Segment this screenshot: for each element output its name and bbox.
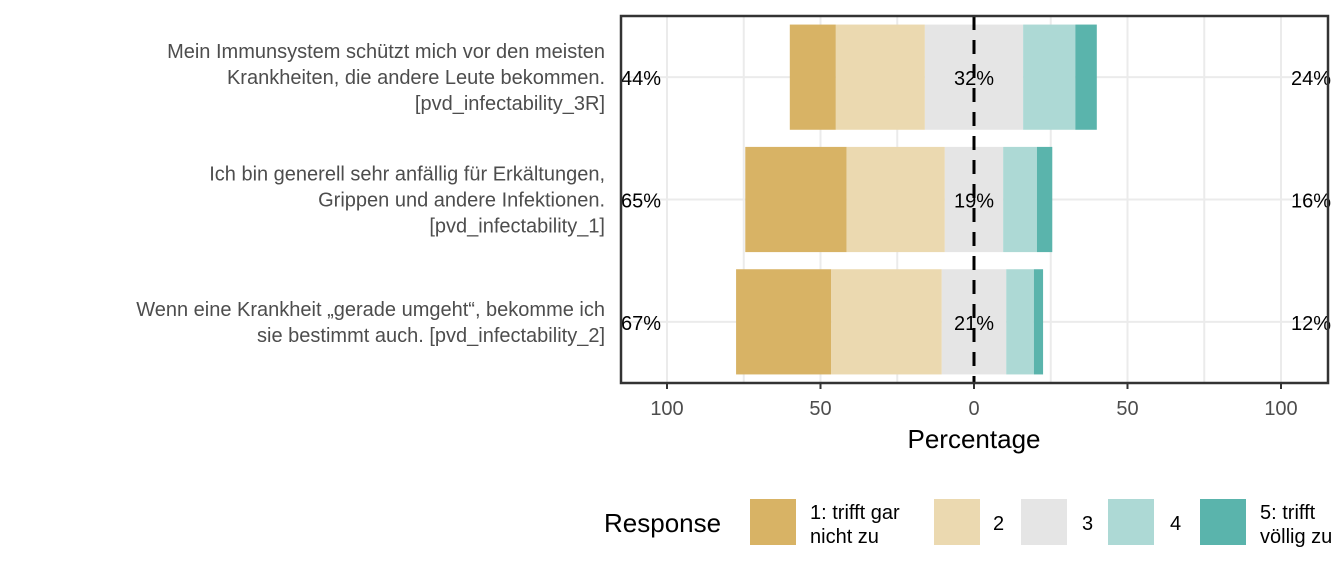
bar-segment — [1006, 269, 1034, 375]
mid-percentage-label: 32% — [954, 68, 994, 90]
low-percentage-label: 67% — [621, 313, 661, 335]
legend-key — [1021, 499, 1067, 545]
x-axis: 100 50 0 50 100 — [650, 383, 1298, 420]
legend-key — [934, 499, 980, 545]
bars — [736, 16, 1097, 383]
legend-key — [1108, 499, 1154, 545]
category-label-line: Ich bin generell sehr anfällig für Erkäl… — [209, 164, 605, 186]
bar-segment — [1033, 269, 1044, 375]
legend-label: 1: trifft gar — [810, 502, 900, 524]
bar-segment — [835, 24, 925, 130]
bar-segment — [745, 146, 847, 253]
bar-segment — [1003, 146, 1037, 253]
category-label-line: Krankheiten, die andere Leute bekommen. — [227, 67, 605, 89]
x-axis-title: Percentage — [908, 424, 1041, 454]
bar-segment — [1075, 24, 1097, 130]
x-tick-label: 50 — [1116, 398, 1138, 420]
category-label-line: Grippen und andere Infektionen. — [318, 190, 605, 212]
legend-label: 5: trifft — [1260, 502, 1316, 524]
legend-label: völlig zu — [1260, 526, 1332, 548]
high-percentage-label: 24% — [1291, 68, 1331, 90]
category-label-line: sie bestimmt auch. [pvd_infectability_2] — [257, 325, 605, 347]
bar-segment — [789, 24, 836, 130]
bar-segment — [1023, 24, 1076, 130]
legend-label: 4 — [1170, 513, 1181, 535]
high-percentage-label: 12% — [1291, 313, 1331, 335]
data-labels: 44% 32% 24% 65% 19% 16% 67% 21% 12% — [621, 68, 1331, 335]
low-percentage-label: 65% — [621, 191, 661, 213]
mid-percentage-label: 19% — [954, 191, 994, 213]
category-label-line: Wenn eine Krankheit „gerade umgeht“, bek… — [136, 299, 605, 321]
legend-label: 2 — [993, 513, 1004, 535]
bar-segment — [846, 146, 945, 253]
bar-segment — [736, 269, 832, 375]
legend-label: nicht zu — [810, 526, 879, 548]
x-tick-label: 100 — [1264, 398, 1297, 420]
legend-label: 3 — [1082, 513, 1093, 535]
legend-key — [750, 499, 796, 545]
category-labels: Mein Immunsystem schützt mich vor den me… — [136, 41, 605, 347]
category-label-line: [pvd_infectability_3R] — [415, 93, 605, 115]
legend-title: Response — [604, 508, 721, 538]
x-tick-label: 100 — [650, 398, 683, 420]
category-label-line: Mein Immunsystem schützt mich vor den me… — [167, 41, 605, 63]
x-tick-label: 50 — [809, 398, 831, 420]
bar-segment — [1036, 146, 1053, 253]
legend-key — [1200, 499, 1246, 545]
category-label-line: [pvd_infectability_1] — [429, 216, 605, 238]
bar-segment — [831, 269, 942, 375]
low-percentage-label: 44% — [621, 68, 661, 90]
x-tick-label: 0 — [968, 398, 979, 420]
mid-percentage-label: 21% — [954, 313, 994, 335]
high-percentage-label: 16% — [1291, 191, 1331, 213]
